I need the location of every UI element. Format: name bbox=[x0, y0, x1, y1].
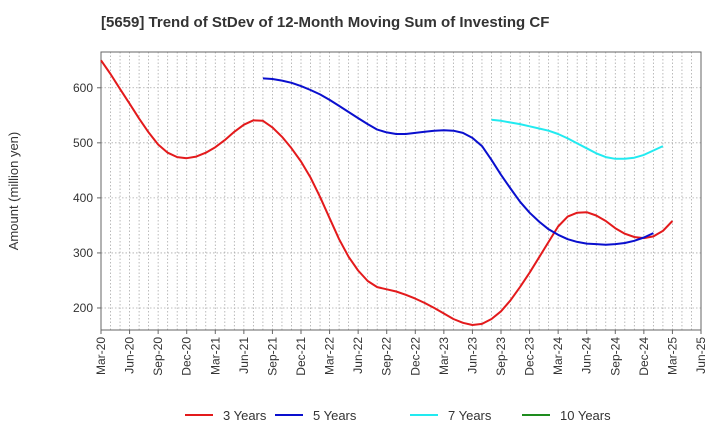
legend-label: 10 Years bbox=[560, 408, 611, 423]
x-tick-label: Jun-22 bbox=[351, 337, 365, 374]
x-tick-label: Sep-20 bbox=[151, 337, 165, 376]
y-tick-label: 500 bbox=[73, 136, 93, 150]
x-tick-label: Dec-24 bbox=[637, 337, 651, 376]
x-tick-label: Jun-24 bbox=[580, 337, 594, 374]
x-tick-label: Sep-24 bbox=[608, 337, 622, 376]
y-axis: 200 300 400 500 600 bbox=[73, 81, 101, 315]
series-line-3-years bbox=[100, 59, 674, 326]
series-line-7-years bbox=[491, 118, 664, 160]
x-tick-label: Mar-23 bbox=[437, 337, 451, 375]
x-tick-label: Dec-20 bbox=[180, 337, 194, 376]
x-tick-label: Jun-21 bbox=[237, 337, 251, 374]
x-tick-label: Sep-22 bbox=[380, 337, 394, 376]
x-axis: Mar-20 Jun-20 Sep-20 Dec-20 Mar-21 Jun-21 Sep-… bbox=[94, 330, 708, 376]
legend-label: 7 Years bbox=[448, 408, 492, 423]
x-tick-label: Jun-23 bbox=[465, 337, 479, 374]
x-tick-label: Sep-23 bbox=[494, 337, 508, 376]
legend-label: 3 Years bbox=[223, 408, 267, 423]
x-tick-label: Jun-25 bbox=[694, 337, 708, 374]
x-tick-label: Mar-22 bbox=[323, 337, 337, 375]
y-axis-label: Amount (million yen) bbox=[6, 132, 21, 251]
x-tick-label: Dec-22 bbox=[408, 337, 422, 376]
y-tick-label: 200 bbox=[73, 301, 93, 315]
series-line-5-years bbox=[262, 77, 654, 246]
x-tick-label: Jun-20 bbox=[123, 337, 137, 374]
x-tick-label: Mar-21 bbox=[208, 337, 222, 375]
y-tick-label: 300 bbox=[73, 246, 93, 260]
legend: 3 Years 5 Years 7 Years 10 Years bbox=[185, 408, 611, 423]
y-tick-label: 600 bbox=[73, 81, 93, 95]
plot-frame bbox=[100, 51, 702, 331]
series-layer bbox=[100, 59, 674, 326]
y-tick-label: 400 bbox=[73, 191, 93, 205]
chart-title: [5659] Trend of StDev of 12-Month Moving… bbox=[101, 14, 550, 31]
x-tick-label: Dec-23 bbox=[523, 337, 537, 376]
x-tick-label: Dec-21 bbox=[294, 337, 308, 376]
grid bbox=[101, 52, 701, 330]
x-tick-label: Sep-21 bbox=[265, 337, 279, 376]
legend-label: 5 Years bbox=[313, 408, 357, 423]
x-tick-label: Mar-24 bbox=[551, 337, 565, 375]
x-tick-label: Mar-25 bbox=[665, 337, 679, 375]
x-tick-label: Mar-20 bbox=[94, 337, 108, 375]
